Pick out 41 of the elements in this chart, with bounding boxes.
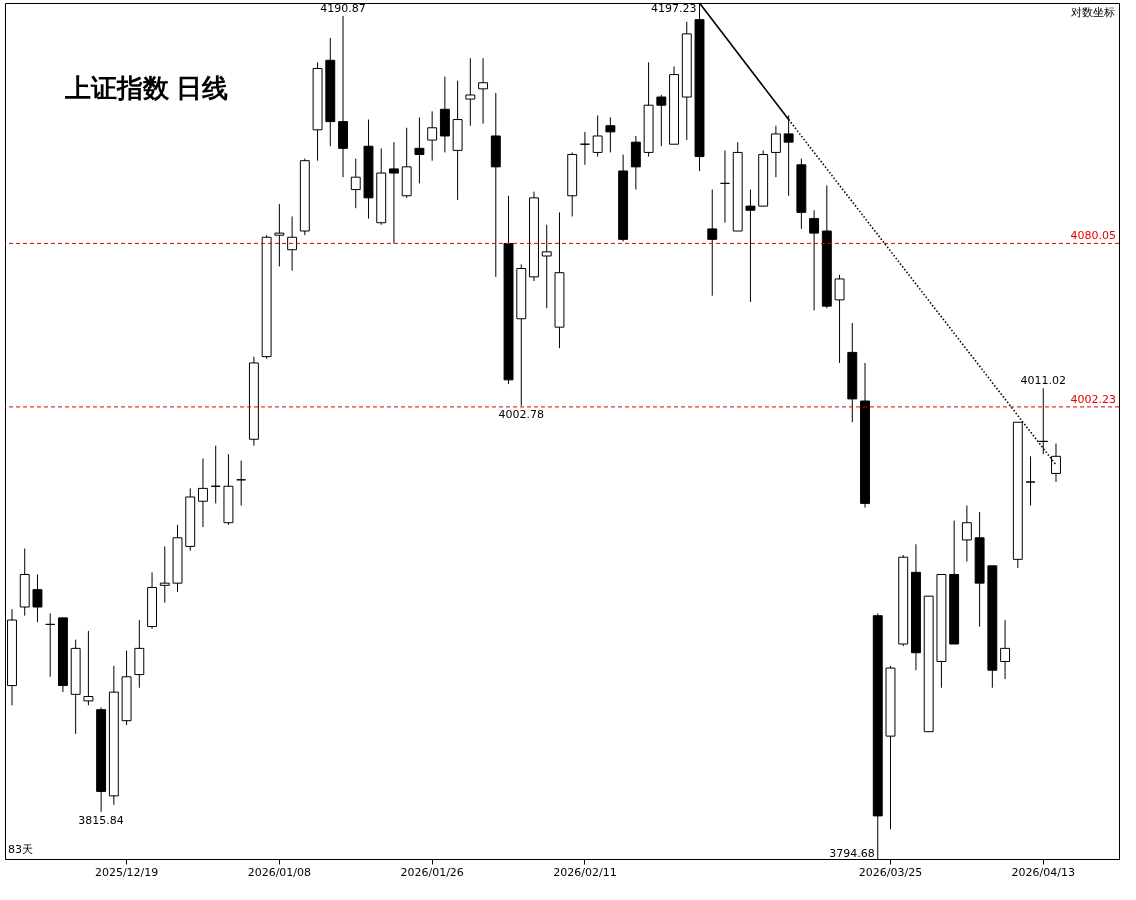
- annotation: 4011.02: [1020, 374, 1067, 388]
- annotation: 3815.84: [78, 813, 124, 827]
- candlestick: [656, 94, 667, 147]
- candlestick: [478, 57, 489, 125]
- x-tick-label: 2026/04/13: [1011, 865, 1075, 879]
- candlestick: [1025, 455, 1036, 507]
- candlestick: [541, 224, 552, 309]
- ref-line-label: 4080.05: [1070, 229, 1116, 243]
- annotation: 4190.87: [320, 1, 366, 15]
- annotation: 3794.68: [829, 847, 875, 860]
- x-tick-label: 2026/01/26: [400, 865, 464, 879]
- candlestick: [1000, 619, 1011, 680]
- candlestick: [465, 57, 476, 127]
- candlestick: [414, 117, 425, 184]
- ref-line-label: 4002.23: [1070, 392, 1116, 406]
- x-tick-label: 2026/03/25: [858, 865, 923, 879]
- candlestick: [159, 545, 170, 604]
- candlestick: [834, 274, 845, 364]
- candlestick: [287, 215, 298, 272]
- candlestick: [32, 573, 43, 623]
- candlestick: [961, 505, 972, 563]
- candlestick: [707, 189, 718, 297]
- candlestick: [83, 630, 94, 706]
- candlestick: [605, 117, 616, 153]
- x-tick-label: 2026/01/08: [247, 865, 312, 879]
- annotation: 4197.23: [651, 2, 697, 15]
- candlestick: [350, 158, 361, 209]
- candlestick: [592, 114, 603, 158]
- x-tick-label: 2025/12/19: [94, 865, 159, 879]
- candlestick: [427, 110, 438, 162]
- text: 上证指数 日线: [64, 74, 228, 103]
- candlestick: [809, 209, 820, 311]
- x-tick-label: 2026/02/11: [553, 865, 617, 879]
- annotation: 4002.78: [498, 407, 545, 421]
- text: 对数坐标: [1071, 6, 1115, 19]
- annotation: 83天: [8, 843, 33, 856]
- candlestick: [770, 125, 781, 178]
- candlestick: [745, 189, 756, 303]
- candlestick: [389, 141, 399, 244]
- candlestick: [198, 457, 208, 528]
- candlestick: [274, 203, 285, 267]
